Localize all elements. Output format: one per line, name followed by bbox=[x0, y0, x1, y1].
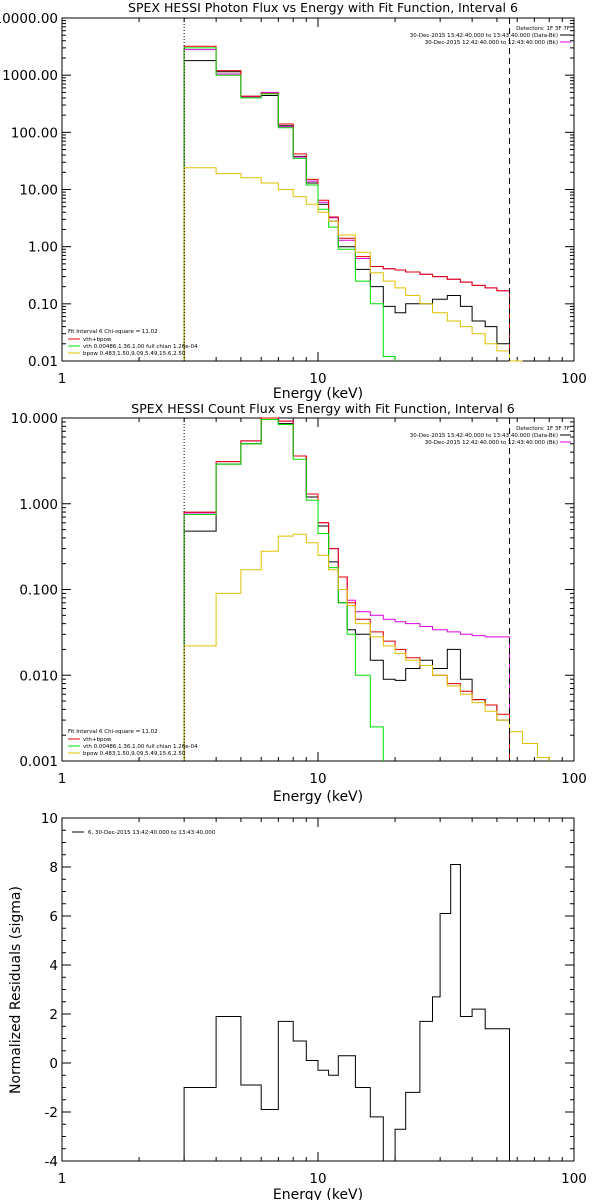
count-y-tick-label: 0.010 bbox=[19, 668, 58, 684]
residuals-plot-frame bbox=[61, 817, 575, 1162]
photon-legend-entry-bk: 30-Dec-2015 12:42:40.000 to 12:43:40.000… bbox=[425, 40, 558, 46]
count-series-vth bbox=[183, 419, 384, 761]
photon-y-tick-label: 10.00 bbox=[19, 183, 58, 199]
photon-legend-entry-data: 30-Dec-2015 13:42:40.000 to 13:43:40.000… bbox=[410, 33, 558, 39]
count-series bbox=[183, 417, 550, 761]
count-legend-fit-header: Fit Interval 6 Chi-square = 11.02 bbox=[68, 729, 158, 735]
photon-flux-panel: SPEX HESSI Photon Flux vs Energy with Fi… bbox=[0, 0, 587, 402]
residuals-y-axis: -4 -2 0 2 4 6 8 10 bbox=[41, 811, 574, 1170]
count-range-markers bbox=[183, 418, 511, 761]
residuals-y-tick-label: 8 bbox=[49, 860, 58, 876]
residuals-series bbox=[183, 864, 510, 1162]
count-y-tick-label: 0.001 bbox=[19, 754, 58, 770]
residuals-y-tick-label: -4 bbox=[45, 1154, 58, 1170]
residuals-x-axis: 1 10 100 bbox=[58, 818, 587, 1187]
photon-y-axis: 0.01 0.10 1.00 10.00 100.00 1000.00 10000.00 bbox=[0, 11, 574, 370]
photon-x-axis-label: Energy (keV) bbox=[273, 386, 363, 402]
photon-y-tick-label: 100.00 bbox=[11, 125, 58, 141]
photon-series-bpow bbox=[183, 167, 523, 362]
count-x-tick-label: 100 bbox=[561, 771, 587, 787]
photon-y-tick-label: 0.01 bbox=[28, 354, 58, 370]
photon-series-background bbox=[183, 49, 510, 361]
count-y-axis: 0.001 0.010 0.100 1.000 10.000 bbox=[11, 411, 574, 770]
photon-y-tick-label: 0.10 bbox=[28, 297, 58, 313]
residuals-x-tick-label: 1 bbox=[58, 1171, 67, 1187]
count-x-axis-label: Energy (keV) bbox=[273, 789, 363, 805]
photon-x-tick-label: 10 bbox=[309, 371, 326, 387]
count-legend-bpow: bpow 0.483,1.50,9.09,5.49,15.6,2.50 bbox=[83, 751, 186, 757]
residuals-x-tick-label: 10 bbox=[309, 1171, 326, 1187]
count-series-model bbox=[183, 417, 510, 761]
residuals-legend-entry: 6, 30-Dec-2015 13:42:40.000 to 13:43:40.… bbox=[88, 830, 216, 836]
count-legend-entry-data: 30-Dec-2015 13:42:40.000 to 13:43:40.000… bbox=[410, 433, 558, 439]
count-y-tick-label: 1.000 bbox=[19, 497, 58, 513]
photon-range-markers bbox=[183, 18, 511, 361]
residuals-y-tick-label: 2 bbox=[49, 1007, 58, 1023]
photon-legend-bpow: bpow 0.483,1.50,9.09,5.49,15.6,2.50 bbox=[83, 351, 186, 357]
photon-y-tick-label: 1.00 bbox=[28, 240, 58, 256]
photon-legend-header: Detectors: 1F 3F 7F bbox=[516, 26, 570, 32]
count-series-bpow bbox=[183, 533, 550, 761]
count-legend-model: vth+bpow bbox=[83, 737, 112, 743]
residuals-x-axis-label: Energy (keV) bbox=[273, 1187, 363, 1200]
photon-series-vth bbox=[183, 47, 396, 361]
count-legend-header: Detectors: 1F 3F 7F bbox=[516, 426, 570, 432]
photon-series-data bbox=[183, 60, 510, 361]
residuals-y-tick-label: -2 bbox=[45, 1105, 58, 1121]
residuals-x-tick-label: 100 bbox=[561, 1171, 587, 1187]
count-chart-title: SPEX HESSI Count Flux vs Energy with Fit… bbox=[131, 401, 514, 416]
count-legend-vth: vth 0.00486,1.36,1.00 full chian 1.26e-0… bbox=[83, 744, 198, 750]
count-legend-entry-bk: 30-Dec-2015 12:42:40.000 to 12:43:40.000… bbox=[425, 440, 558, 446]
photon-legend-model: vth+bpow bbox=[83, 337, 112, 343]
residuals-legend: 6, 30-Dec-2015 13:42:40.000 to 13:43:40.… bbox=[72, 830, 216, 836]
residuals-series-data bbox=[183, 864, 510, 1162]
residuals-y-tick-label: 0 bbox=[49, 1056, 58, 1072]
count-x-tick-label: 10 bbox=[309, 771, 326, 787]
photon-legend-bottom-left: Fit Interval 6 Chi-square = 11.02 vth+bp… bbox=[68, 329, 198, 357]
count-legend-bottom-left: Fit Interval 6 Chi-square = 11.02 vth+bp… bbox=[68, 729, 198, 757]
photon-chart-title: SPEX HESSI Photon Flux vs Energy with Fi… bbox=[128, 0, 518, 15]
count-legend-top-right: Detectors: 1F 3F 7F 30-Dec-2015 13:42:40… bbox=[410, 426, 571, 446]
photon-x-tick-label: 100 bbox=[561, 371, 587, 387]
photon-y-tick-label: 1000.00 bbox=[2, 68, 58, 84]
photon-series bbox=[183, 45, 523, 362]
photon-legend-fit-header: Fit Interval 6 Chi-square = 11.02 bbox=[68, 329, 158, 335]
photon-series-model bbox=[183, 45, 510, 361]
count-y-tick-label: 0.100 bbox=[19, 583, 58, 599]
count-x-tick-label: 1 bbox=[58, 771, 67, 787]
residuals-y-axis-label: Normalized Residuals (sigma) bbox=[8, 886, 24, 1094]
count-y-tick-label: 10.000 bbox=[11, 411, 58, 427]
photon-legend-top-right: Detectors: 1F 3F 7F 30-Dec-2015 13:42:40… bbox=[410, 26, 571, 46]
residuals-y-tick-label: 4 bbox=[49, 958, 58, 974]
residuals-panel: -4 -2 0 2 4 6 8 10 1 10 100 6, 30-Dec-2015 13:42:… bbox=[8, 811, 587, 1200]
residuals-y-tick-label: 6 bbox=[49, 909, 58, 925]
residuals-y-tick-label: 10 bbox=[41, 811, 58, 827]
photon-y-tick-label: 10000.00 bbox=[0, 11, 58, 27]
photon-x-tick-label: 1 bbox=[58, 371, 67, 387]
photon-legend-vth: vth 0.00486,1.36,1.00 full chian 1.26e-0… bbox=[83, 344, 198, 350]
count-flux-panel: SPEX HESSI Count Flux vs Energy with Fit… bbox=[11, 401, 587, 805]
